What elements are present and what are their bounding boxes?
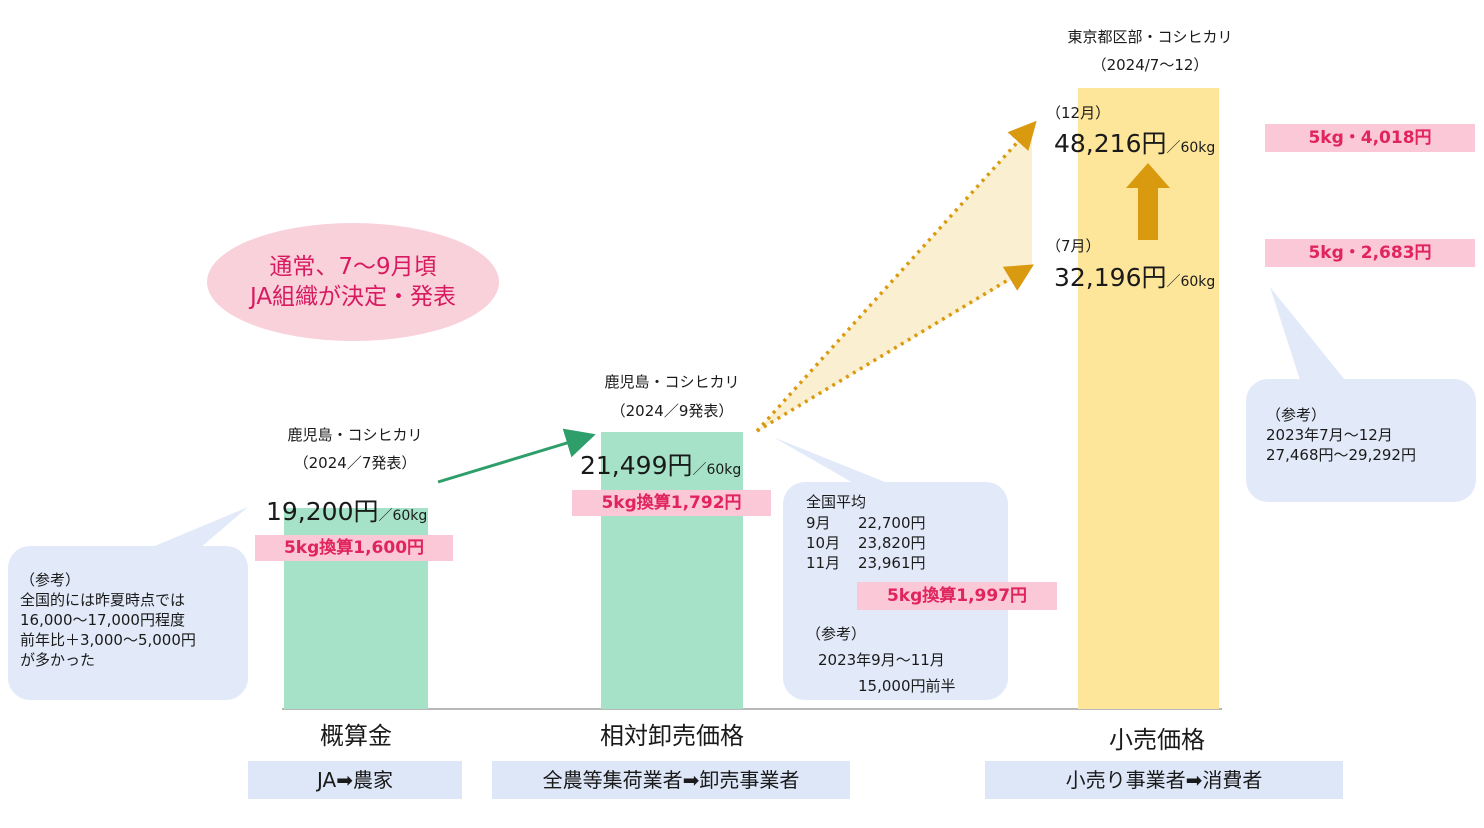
category-label-retail: 小売価格 [1109,726,1205,754]
bar3-unit-dec: ／60kg [1166,140,1216,156]
national-row-month-sep: 9月 [806,514,831,532]
bar2-value: 21,499円／60kg [580,446,741,482]
bar2-per5kg: 5kg換算1,792円 [572,490,771,516]
bar1-subcaption: （2024／7発表） [293,454,417,472]
bar3-value-dec: 48,216円／60kg [1054,124,1215,160]
category-label-gaisankin: 概算金 [320,722,392,750]
bar2-caption: 鹿児島・コシヒカリ [604,373,740,391]
left-bubble-tail [150,507,248,548]
gold-up-arrow [1126,163,1170,240]
national-row-month-nov: 11月 [806,554,841,572]
bar3-value-dec-label: 48,216円 [1054,129,1167,158]
national-ref-value: 15,000円前半 [858,677,956,695]
flow-ja-farmer: JA➡農家 [248,761,462,799]
national-row-value-oct: 23,820円 [858,534,926,552]
bar3-per5kg-dec: 5kg・4,018円 [1265,124,1475,152]
bar3-unit-jul: ／60kg [1166,274,1216,290]
bar2-unit: ／60kg [692,462,742,478]
national-row-month-oct: 10月 [806,534,841,552]
bar3-value-jul: 32,196円／60kg [1054,258,1215,294]
bar3-month-jul: （7月） [1046,237,1101,255]
left-reference-bubble: （参考） 全国的には昨夏時点では 16,000～17,000円程度 前年比＋3,… [8,546,248,700]
bar2-value-label: 21,499円 [580,451,693,480]
bar2-subcaption: （2024／9発表） [610,402,734,420]
bar-wholesale [601,432,743,709]
green-arrow [437,428,596,484]
national-ref-period: 2023年9月～11月 [818,651,945,669]
right-reference-bubble: （参考） 2023年7月～12月 27,468円～29,292円 [1246,379,1476,502]
bar1-value: 19,200円／60kg [266,492,427,528]
flow-collector-wholesaler: 全農等集荷業者➡卸売事業者 [492,761,850,799]
bar3-subcaption: （2024/7～12） [1091,56,1209,74]
price-fan [757,126,1032,431]
bar1-caption: 鹿児島・コシヒカリ [287,426,423,444]
bar1-unit: ／60kg [378,508,428,524]
category-label-wholesale: 相対卸売価格 [600,722,744,750]
middle-bubble-tail [773,437,890,484]
right-bubble-tail [1270,287,1345,380]
national-row-value-sep: 22,700円 [858,514,926,532]
bar1-value-label: 19,200円 [266,497,379,526]
national-ref-title: （参考） [806,625,867,643]
oval-note: 通常、7～9月頃 JA組織が決定・発表 [207,223,499,341]
bar3-caption: 東京都区部・コシヒカリ [1067,28,1233,46]
national-avg-title: 全国平均 [806,493,867,511]
national-row-value-nov: 23,961円 [858,554,926,572]
bar3-month-dec: （12月） [1046,104,1111,122]
national-per5kg: 5kg換算1,997円 [857,582,1057,610]
bar3-per5kg-jul: 5kg・2,683円 [1265,239,1475,267]
bar3-value-jul-label: 32,196円 [1054,263,1167,292]
bar1-per5kg: 5kg換算1,600円 [255,535,453,561]
flow-retailer-consumer: 小売り事業者➡消費者 [985,761,1343,799]
